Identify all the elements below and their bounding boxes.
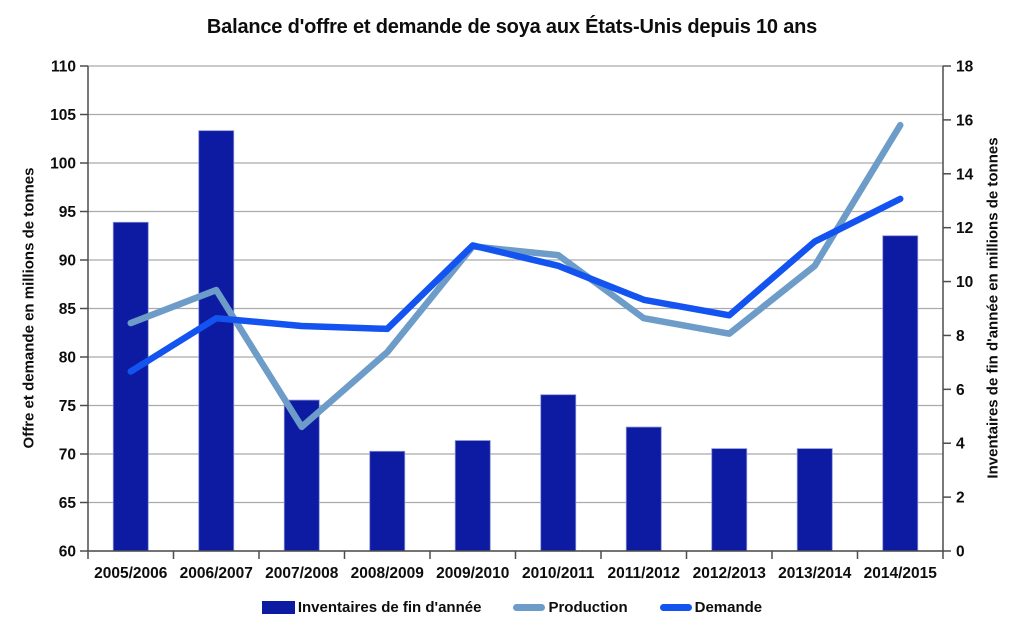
- demande-legend-swatch: [659, 604, 692, 611]
- inventory-bar: [540, 394, 577, 552]
- x-axis-tick-label: 2013/2014: [778, 565, 852, 582]
- x-axis-tick-label: 2011/2012: [608, 565, 680, 582]
- left-axis-tick-label: 105: [50, 107, 76, 124]
- legend-item-production: Production: [513, 599, 628, 616]
- x-axis-tick-label: 2005/2006: [94, 565, 168, 582]
- right-axis-tick-label: 0: [956, 544, 965, 561]
- left-axis-tick-label: 110: [51, 59, 76, 76]
- right-axis-tick-label: 10: [956, 274, 973, 291]
- production-legend-label: Production: [548, 599, 628, 616]
- inventaires-legend-label: Inventaires de fin d'année: [297, 599, 482, 616]
- production-line: [127, 121, 904, 431]
- demande-line: [127, 195, 904, 375]
- left-axis-tick-label: 85: [59, 301, 77, 318]
- right-axis-tick-label: 6: [956, 382, 965, 399]
- right-axis-tick-label: 12: [956, 220, 973, 237]
- chart-title: Balance d'offre et demande de soya aux É…: [206, 16, 818, 38]
- x-axis-tick-label: 2010/2011: [522, 565, 595, 582]
- right-axis-tick-label: 4: [956, 436, 965, 453]
- right-axis-tick-label: 16: [956, 112, 974, 129]
- inventory-bar: [198, 130, 235, 552]
- x-axis-tick-label: 2006/2007: [180, 565, 253, 582]
- x-axis-tick-label: 2009/2010: [436, 565, 509, 582]
- left-axis-tick-label: 70: [59, 447, 76, 464]
- inventaires-legend-swatch: [261, 601, 295, 614]
- right-axis-tick-label: 14: [956, 166, 974, 183]
- right-axis-tick-label: 2: [956, 490, 965, 507]
- left-axis-tick-label: 65: [59, 495, 77, 512]
- left-axis-tick-label: 80: [59, 350, 76, 367]
- right-axis-tick-label: 8: [956, 328, 965, 345]
- legend-item-inventaires: Inventaires de fin d'année: [261, 599, 482, 616]
- demande-legend-label: Demande: [694, 599, 763, 616]
- x-axis-tick-label: 2008/2009: [351, 565, 425, 582]
- x-axis-tick-label: 2007/2008: [265, 565, 339, 582]
- inventory-bar: [369, 450, 406, 552]
- legend-item-demande: Demande: [659, 599, 763, 616]
- left-axis-tick-label: 60: [59, 544, 76, 561]
- right-axis-tick-label: 18: [956, 59, 974, 76]
- inventory-bar: [882, 235, 919, 552]
- inventory-bar: [796, 448, 833, 552]
- left-axis-tick-label: 90: [59, 253, 76, 270]
- production-legend-swatch: [513, 604, 546, 611]
- inventory-bar: [625, 426, 662, 552]
- inventory-bar: [112, 221, 149, 552]
- inventory-bar: [454, 440, 491, 552]
- inventory-bar: [711, 448, 748, 552]
- legend: Inventaires de fin d'année Production De…: [0, 599, 1024, 616]
- left-axis-tick-label: 75: [59, 398, 77, 415]
- x-axis-tick-label: 2012/2013: [693, 565, 767, 582]
- x-axis-tick-label: 2014/2015: [864, 565, 938, 582]
- left-axis-tick-label: 100: [50, 156, 76, 173]
- left-axis-tick-label: 95: [59, 204, 77, 221]
